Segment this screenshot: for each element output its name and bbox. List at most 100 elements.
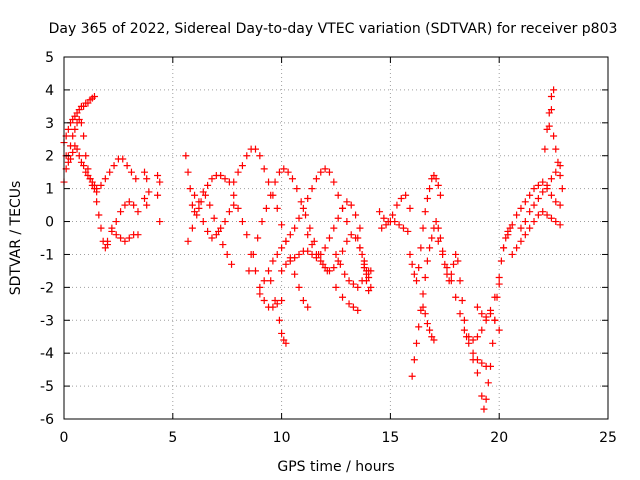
data-point <box>341 270 349 278</box>
x-tick-label: 25 <box>599 430 617 446</box>
data-point <box>106 168 114 176</box>
data-point <box>415 323 423 331</box>
data-point <box>108 224 116 232</box>
data-point <box>495 280 503 288</box>
data-point <box>80 132 88 140</box>
data-point <box>97 181 105 189</box>
data-point <box>554 158 562 166</box>
data-point <box>347 231 355 239</box>
data-series: SDTVAR trace AA <box>465 310 503 344</box>
data-point <box>117 234 125 242</box>
data-point <box>434 224 442 232</box>
data-point <box>188 201 196 209</box>
data-point <box>399 224 407 232</box>
data-point <box>321 244 329 252</box>
data-point <box>125 198 133 206</box>
data-point <box>197 198 205 206</box>
data-point <box>67 155 75 163</box>
data-point <box>526 224 534 232</box>
y-tick-label: -1 <box>40 247 54 263</box>
data-point <box>141 195 149 203</box>
data-point <box>550 132 558 140</box>
data-point <box>550 86 558 94</box>
data-point <box>291 254 299 262</box>
data-point <box>243 152 251 160</box>
data-point <box>317 168 325 176</box>
data-point <box>330 264 338 272</box>
data-point <box>69 148 77 156</box>
data-point <box>534 211 542 219</box>
data-point <box>406 204 414 212</box>
data-point <box>456 277 464 285</box>
data-series: SDTVAR trace O <box>267 277 290 347</box>
data-series: SDTVAR trace W <box>406 171 444 285</box>
data-point <box>184 168 192 176</box>
data-point <box>356 244 364 252</box>
data-point <box>256 283 264 291</box>
data-point <box>421 208 429 216</box>
x-tick-label: 5 <box>168 430 177 446</box>
data-point <box>450 260 458 268</box>
data-point <box>251 145 259 153</box>
data-point <box>312 175 320 183</box>
data-point <box>284 168 292 176</box>
data-point <box>552 168 560 176</box>
data-point <box>278 267 286 275</box>
data-point <box>278 244 286 252</box>
y-tick-label: 4 <box>45 83 54 99</box>
data-point <box>547 191 555 199</box>
data-point <box>82 152 90 160</box>
data-point <box>491 316 499 324</box>
data-point <box>273 250 281 258</box>
data-point <box>325 168 333 176</box>
data-series: SDTVAR trace T <box>332 283 362 314</box>
data-point <box>541 145 549 153</box>
data-point <box>469 336 477 344</box>
data-point <box>521 218 529 226</box>
data-point <box>426 326 434 334</box>
data-point <box>234 204 242 212</box>
data-point <box>249 250 257 258</box>
data-point <box>458 297 466 305</box>
data-point <box>382 221 390 229</box>
data-point <box>354 234 362 242</box>
data-point <box>308 241 316 249</box>
data-point <box>395 221 403 229</box>
data-point <box>278 329 286 337</box>
data-point <box>208 234 216 242</box>
data-point <box>256 290 264 298</box>
data-point <box>230 191 238 199</box>
data-point <box>343 237 351 245</box>
data-point <box>545 122 553 130</box>
data-point <box>423 320 431 328</box>
data-point <box>415 264 423 272</box>
data-point <box>358 250 366 258</box>
data-point <box>73 145 81 153</box>
data-point <box>419 224 427 232</box>
data-point <box>295 283 303 291</box>
data-point <box>339 204 347 212</box>
data-series: SDTVAR trace AC <box>473 280 503 321</box>
data-point <box>184 237 192 245</box>
data-point <box>543 211 551 219</box>
data-point <box>293 185 301 193</box>
data-point <box>465 333 473 341</box>
data-point <box>460 316 468 324</box>
y-tick-label: 3 <box>45 116 54 132</box>
y-tick-label: 5 <box>45 50 54 66</box>
y-tick-label: -3 <box>40 313 54 329</box>
data-point <box>473 303 481 311</box>
data-point <box>225 208 233 216</box>
plot-frame <box>63 56 609 420</box>
data-point <box>141 168 149 176</box>
data-point <box>121 237 129 245</box>
data-series: SDTVAR trace AE <box>508 208 564 258</box>
data-point <box>530 185 538 193</box>
data-series: SDTVAR trace AB <box>469 224 514 413</box>
data-point <box>413 277 421 285</box>
data-point <box>447 277 455 285</box>
data-point <box>280 165 288 173</box>
data-point <box>556 171 564 179</box>
data-series: SDTVAR trace Z <box>434 237 490 370</box>
